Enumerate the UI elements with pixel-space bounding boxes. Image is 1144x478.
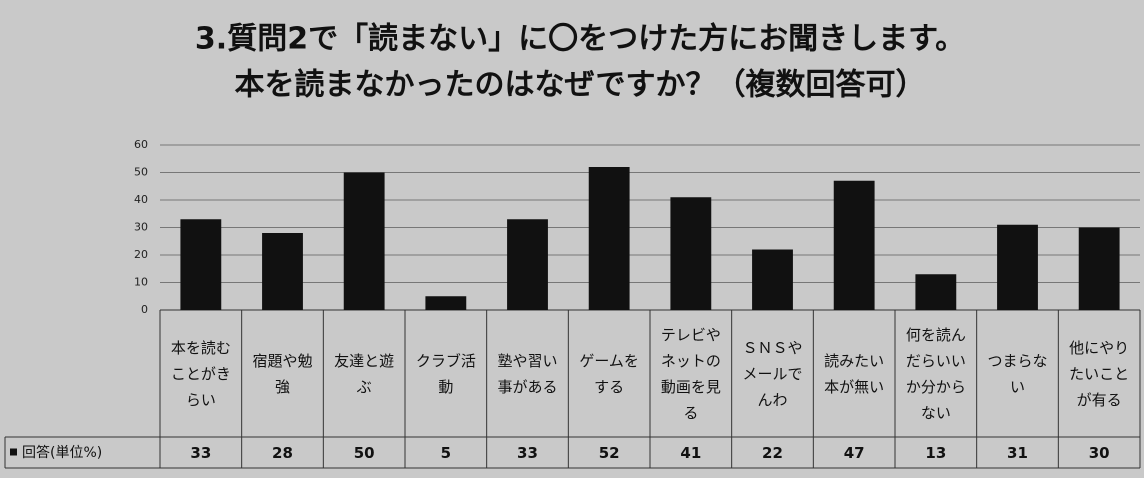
bar (752, 249, 793, 310)
bar (1078, 227, 1120, 310)
category-label: つまらない (987, 351, 1048, 396)
bar (833, 180, 875, 310)
category-label: 塾や習い事がある (497, 351, 558, 396)
value-label: 5 (440, 443, 452, 462)
bar (915, 274, 957, 310)
value-label: 41 (680, 443, 702, 462)
category-label: ＳＮＳやメールでんわ (742, 338, 803, 409)
y-tick-label: 0 (141, 303, 148, 316)
value-label: 33 (517, 443, 538, 462)
value-label: 47 (843, 443, 865, 462)
value-label: 22 (762, 443, 783, 462)
y-tick-label: 20 (134, 248, 148, 261)
bar (507, 219, 548, 310)
category-label: 友達と遊ぶ (334, 351, 395, 396)
bar (670, 197, 712, 310)
bar (180, 219, 222, 310)
value-label: 52 (598, 443, 620, 462)
y-tick-label: 10 (134, 276, 148, 289)
category-label: ゲームをする (579, 351, 639, 396)
y-tick-label: 40 (134, 193, 148, 206)
category-label: 本を読むことがきらい (170, 338, 231, 409)
bar (425, 296, 467, 310)
value-label: 31 (1007, 443, 1028, 462)
value-label: 33 (190, 443, 212, 462)
category-label: 宿題や勉強 (252, 351, 313, 396)
value-label: 30 (1088, 443, 1110, 462)
category-label: 読みたい本が無い (824, 351, 885, 396)
value-label: 13 (925, 443, 947, 462)
category-label: クラブ活動 (415, 351, 476, 396)
category-label: テレビやネットの動画を見る (660, 325, 721, 422)
bar (997, 224, 1038, 310)
legend-swatch (10, 448, 17, 456)
category-label: 何を読んだらいいか分からない (905, 325, 966, 422)
value-label: 50 (353, 443, 375, 462)
bar (262, 233, 303, 310)
chart-title: 3.質問2で「読まない」に〇をつけた方にお聞きします。 (195, 22, 965, 57)
y-tick-label: 30 (134, 221, 148, 234)
chart-subtitle: 本を読まなかったのはなぜですか？（複数回答可） (235, 68, 926, 103)
legend-label: 回答(単位%) (22, 444, 103, 461)
bar (588, 167, 630, 310)
bar (343, 172, 385, 310)
category-label: 他にやりたいことが有る (1069, 338, 1130, 409)
y-tick-label: 60 (134, 138, 148, 151)
value-label: 28 (272, 443, 293, 462)
y-tick-label: 50 (134, 166, 148, 179)
